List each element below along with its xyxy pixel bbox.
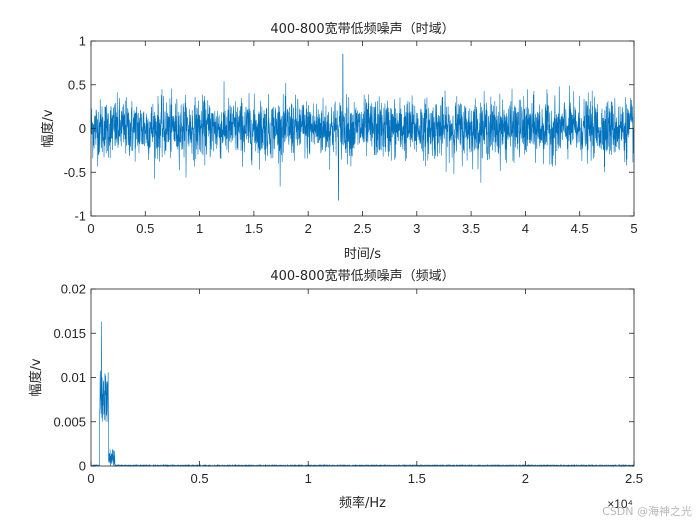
time-y-axis-label: 幅度/v	[40, 109, 56, 147]
time-y-ticks: -1 -0.5 0 0.5 1	[64, 34, 634, 224]
x-tick-label: 2.5	[353, 221, 371, 236]
x-tick-label: 1	[196, 221, 203, 236]
x-tick-label: 0	[87, 471, 94, 486]
y-tick-label: 0	[79, 121, 86, 136]
y-tick-label: 0	[79, 459, 86, 474]
y-tick-label: 0.02	[61, 282, 86, 297]
watermark: CSDN @海神之光	[602, 505, 692, 518]
freq-y-ticks: 0 0.005 0.01 0.015 0.02	[53, 282, 634, 474]
x-tick-label: 4	[522, 221, 529, 236]
time-domain-plot: 0 0.5 1 1.5 2 2.5 3 3.5 4 4.5 5 -1 -0.5 0 0.5 1 400-80…	[40, 21, 638, 262]
x-tick-label: 0	[87, 221, 94, 236]
freq-axes-background	[91, 289, 634, 466]
freq-x-ticks: 0 0.5 1 1.5 2 2.5	[87, 289, 643, 486]
x-tick-label: 5	[630, 221, 637, 236]
x-tick-label: 3.5	[462, 221, 480, 236]
freq-x-axis-label: 频率/Hz	[339, 495, 386, 511]
y-tick-label: 1	[79, 34, 86, 49]
x-tick-label: 3	[413, 221, 420, 236]
y-tick-label: 0.005	[53, 414, 86, 429]
y-tick-label: -0.5	[64, 165, 86, 180]
y-tick-label: 0.01	[61, 370, 86, 385]
time-x-axis-label: 时间/s	[344, 247, 381, 262]
x-tick-label: 4.5	[571, 221, 589, 236]
freq-plot-title: 400-800宽带低频噪声（频域）	[270, 268, 454, 284]
y-tick-label: 0.5	[68, 77, 86, 92]
x-tick-label: 0.5	[191, 471, 209, 486]
time-plot-title: 400-800宽带低频噪声（时域）	[270, 21, 454, 37]
frequency-domain-plot: 0 0.5 1 1.5 2 2.5 0 0.005 0.01 0.015 0.02 400-800…	[28, 268, 643, 511]
x-tick-label: 1	[305, 471, 312, 486]
y-tick-label: -1	[74, 209, 86, 224]
x-tick-label: 0.5	[136, 221, 154, 236]
y-tick-label: 0.015	[53, 326, 86, 341]
time-x-ticks: 0 0.5 1 1.5 2 2.5 3 3.5 4 4.5 5	[87, 41, 638, 236]
time-signal-line	[90, 53, 635, 201]
freq-y-axis-label: 幅度/v	[28, 358, 44, 396]
x-tick-label: 1.5	[408, 471, 426, 486]
x-tick-label: 2	[522, 471, 529, 486]
x-tick-label: 2.5	[625, 471, 643, 486]
freq-x-exponent: ×10⁴	[607, 497, 633, 511]
x-tick-label: 1.5	[245, 221, 263, 236]
x-tick-label: 2	[305, 221, 312, 236]
